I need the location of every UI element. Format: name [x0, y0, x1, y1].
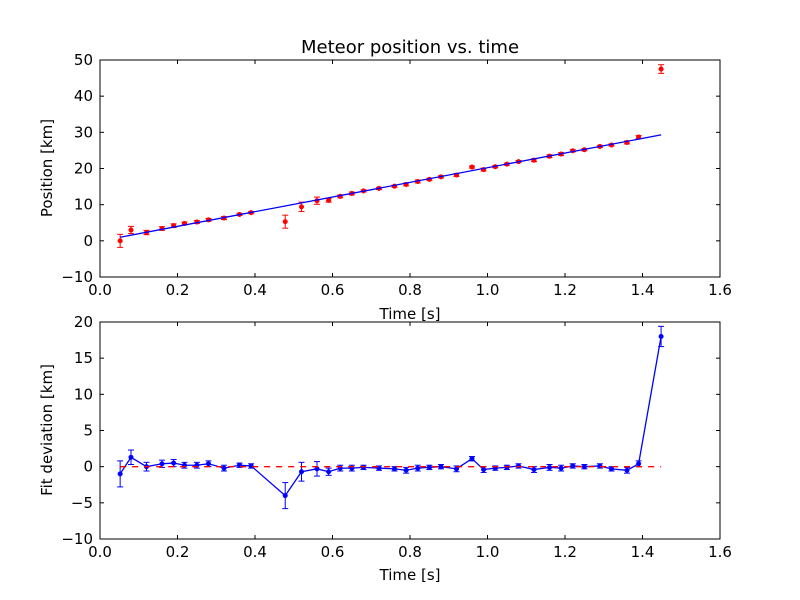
deviation-chart-data-point: [597, 463, 603, 469]
deviation-chart-data-point: [481, 467, 487, 473]
deviation-chart-y-ticks: −10 −5 0 5 10 15 20: [61, 313, 720, 548]
deviation-chart-y-tick-label: 20: [74, 313, 93, 331]
deviation-chart-y-tick-label: −10: [61, 530, 93, 548]
position-chart-x-ticks: 0.0 0.2 0.4 0.6 0.8 1.0 1.2 1.4 1.6: [88, 60, 732, 299]
position-chart-x-tick-label: 1.0: [476, 281, 500, 299]
position-chart-x-tick-label: 0.4: [243, 281, 267, 299]
deviation-chart-data-point: [205, 461, 212, 467]
position-chart-data-point: [128, 227, 134, 233]
deviation-chart-data-point: [128, 454, 134, 460]
deviation-chart-data-point: [581, 464, 587, 470]
deviation-chart-y-axis-label: Fit deviation [km]: [38, 364, 56, 496]
deviation-chart-x-tick-label: 1.2: [553, 543, 577, 561]
deviation-chart-data-point: [403, 467, 409, 473]
deviation-chart-data-point: [570, 463, 576, 469]
deviation-chart-y-tick-label: −5: [71, 494, 93, 512]
position-chart-x-tick-label: 1.6: [708, 281, 732, 299]
deviation-chart-data-point: [531, 467, 537, 473]
position-chart-data-point: [469, 164, 475, 170]
position-chart-x-tick-label: 0.8: [398, 281, 422, 299]
deviation-chart-data-point: [282, 493, 288, 499]
deviation-chart-x-tick-label: 1.4: [631, 543, 655, 561]
deviation-chart-data-point: [504, 464, 510, 470]
deviation-chart-x-ticks: 0.0 0.2 0.4 0.6 0.8 1.0 1.2 1.4 1.6: [88, 322, 732, 561]
deviation-chart-data-point: [159, 461, 165, 467]
deviation-chart: Time [s] Fit deviation [km] 0.0 0.2 0.4 0.6…: [38, 313, 732, 584]
deviation-chart-data-point: [248, 463, 254, 469]
position-chart-y-tick-label: 20: [74, 160, 93, 178]
position-chart-fit-line: [120, 134, 662, 238]
deviation-chart-marks: [117, 325, 665, 510]
position-chart-y-tick-label: −10: [61, 268, 93, 286]
deviation-chart-y-tick-label: 0: [83, 458, 93, 476]
position-chart-data-point: [282, 219, 288, 225]
position-chart-y-tick-label: 50: [74, 51, 93, 69]
deviation-chart-data-point: [546, 464, 553, 470]
position-chart-y-tick-label: 30: [74, 123, 93, 141]
deviation-chart-data-point: [391, 466, 398, 472]
position-chart-x-tick-label: 1.2: [553, 281, 577, 299]
position-chart-x-tick-label: 0.0: [88, 281, 112, 299]
deviation-chart-x-axis-label: Time [s]: [379, 566, 441, 584]
deviation-chart-data-point: [360, 464, 367, 470]
deviation-chart-x-tick-label: 1.6: [708, 543, 732, 561]
deviation-chart-data-point: [171, 460, 177, 466]
deviation-chart-data-point: [608, 466, 615, 472]
deviation-chart-x-tick-label: 0.6: [321, 543, 345, 561]
deviation-chart-x-tick-label: 0.2: [166, 543, 190, 561]
position-chart: Meteor position vs. time Time [s] Positi…: [38, 37, 732, 323]
position-chart-y-tick-label: 10: [74, 196, 93, 214]
position-chart-data-point: [117, 238, 123, 244]
position-chart-title: Meteor position vs. time: [301, 37, 519, 58]
position-chart-x-tick-label: 1.4: [631, 281, 655, 299]
position-chart-data-point: [298, 204, 305, 210]
deviation-chart-data-point: [438, 464, 444, 470]
deviation-chart-data-point: [117, 471, 123, 477]
deviation-chart-data-point: [221, 465, 227, 471]
deviation-chart-x-tick-label: 0.4: [243, 543, 267, 561]
position-chart-y-ticks: −10 0 10 20 30 40 50: [61, 51, 720, 286]
deviation-chart-data-point: [326, 469, 332, 475]
deviation-chart-data-point: [636, 461, 642, 467]
deviation-chart-data-point: [426, 464, 432, 470]
deviation-chart-data-point: [415, 465, 421, 471]
deviation-chart-data-point: [658, 333, 664, 340]
position-chart-x-tick-label: 0.2: [166, 281, 190, 299]
deviation-chart-x-tick-label: 1.0: [476, 543, 500, 561]
deviation-chart-data-point: [515, 463, 522, 469]
deviation-chart-x-tick-label: 0.8: [398, 543, 422, 561]
deviation-chart-y-tick-label: 5: [83, 422, 93, 440]
deviation-chart-data-point: [558, 465, 564, 471]
position-chart-marks: [117, 64, 665, 248]
position-chart-x-axis-label: Time [s]: [379, 305, 441, 323]
deviation-chart-data-point: [298, 469, 305, 475]
position-chart-x-tick-label: 0.6: [321, 281, 345, 299]
deviation-chart-x-tick-label: 0.0: [88, 543, 112, 561]
deviation-chart-data-point: [469, 456, 475, 462]
position-chart-y-axis-label: Position [km]: [38, 119, 56, 217]
deviation-chart-data-point: [624, 467, 630, 473]
deviation-chart-y-tick-label: 15: [74, 349, 93, 367]
position-chart-y-tick-label: 0: [83, 232, 93, 250]
position-chart-y-tick-label: 40: [74, 87, 93, 105]
position-chart-data-point: [658, 66, 664, 72]
deviation-chart-y-tick-label: 10: [74, 385, 93, 403]
